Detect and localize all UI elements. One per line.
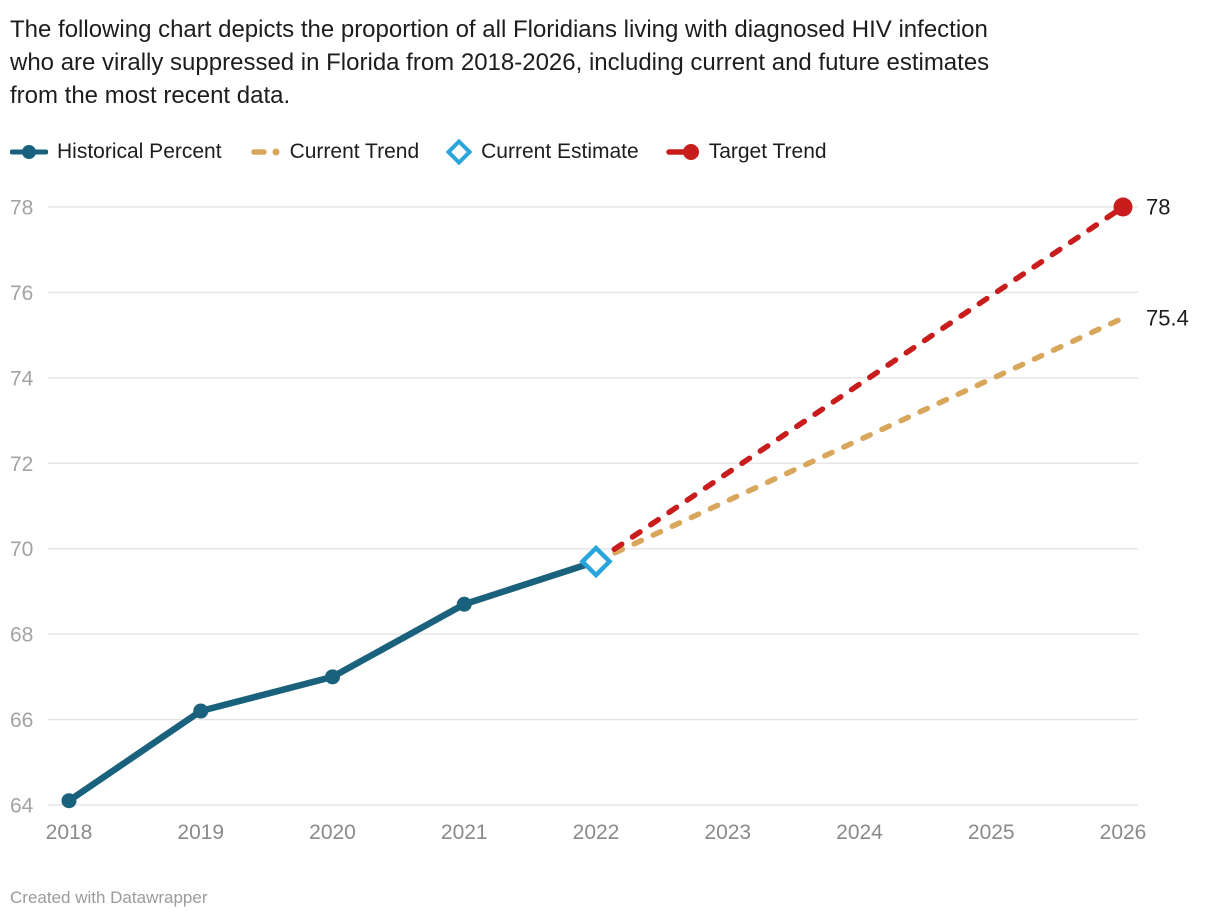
line-with-end-dot-icon [665, 144, 699, 160]
legend: Historical Percent Current Trend Current… [10, 139, 827, 165]
x-axis-tick-label: 2019 [177, 821, 224, 844]
x-axis-tick-label: 2020 [309, 821, 356, 844]
legend-label: Current Trend [289, 140, 420, 163]
y-axis-tick-label: 72 [10, 453, 33, 476]
x-axis-tick-label: 2024 [836, 821, 883, 844]
legend-item-target-trend: Target Trend [665, 140, 827, 164]
legend-label: Current Estimate [481, 140, 639, 163]
y-axis-tick-label: 76 [10, 282, 33, 305]
target-trend-end-dot [1113, 197, 1133, 217]
legend-label: Target Trend [708, 140, 827, 163]
current-trend-line [593, 315, 1126, 565]
legend-item-current-estimate: Current Estimate [446, 139, 639, 165]
dashed-line-icon [250, 148, 280, 156]
current-trend-value-label: 75.4 [1146, 306, 1189, 331]
x-axis-tick-label: 2018 [46, 821, 93, 844]
diamond-outline-icon [446, 139, 473, 165]
x-axis-tick-label: 2025 [968, 821, 1015, 844]
target-trend-value-label: 78 [1146, 195, 1170, 220]
y-axis-tick-label: 64 [10, 795, 34, 818]
chart-description-line: who are virally suppressed in Florida fr… [10, 49, 990, 76]
target-trend-line [593, 204, 1126, 565]
x-axis-tick-label: 2026 [1100, 821, 1147, 844]
y-axis-tick-label: 74 [10, 367, 34, 390]
x-axis-tick-label: 2022 [573, 821, 620, 844]
historical-percent-point-dot [61, 793, 77, 809]
legend-item-current-trend: Current Trend [249, 140, 420, 164]
y-axis-tick-label: 68 [10, 624, 33, 647]
historical-percent-point-dot [456, 596, 472, 612]
legend-label: Historical Percent [57, 140, 222, 163]
chart-description: The following chart depicts the proporti… [10, 13, 989, 112]
line-with-dot-icon [10, 145, 48, 159]
x-axis-tick-label: 2023 [704, 821, 751, 844]
historical-percent-point-dot [193, 703, 209, 719]
historical-percent-point-dot [325, 669, 340, 685]
current-estimate-diamond-marker [579, 544, 613, 579]
y-axis-tick-label: 70 [10, 538, 33, 561]
y-axis-tick-label: 78 [10, 197, 33, 220]
chart-description-line: from the most recent data. [10, 82, 291, 109]
legend-item-historical-percent: Historical Percent [10, 140, 222, 164]
y-axis-tick-label: 66 [10, 709, 33, 732]
x-axis-tick-label: 2021 [441, 821, 488, 844]
datawrapper-credit-link[interactable]: Created with Datawrapper [10, 888, 208, 907]
chart-description-line: The following chart depicts the proporti… [10, 16, 988, 43]
